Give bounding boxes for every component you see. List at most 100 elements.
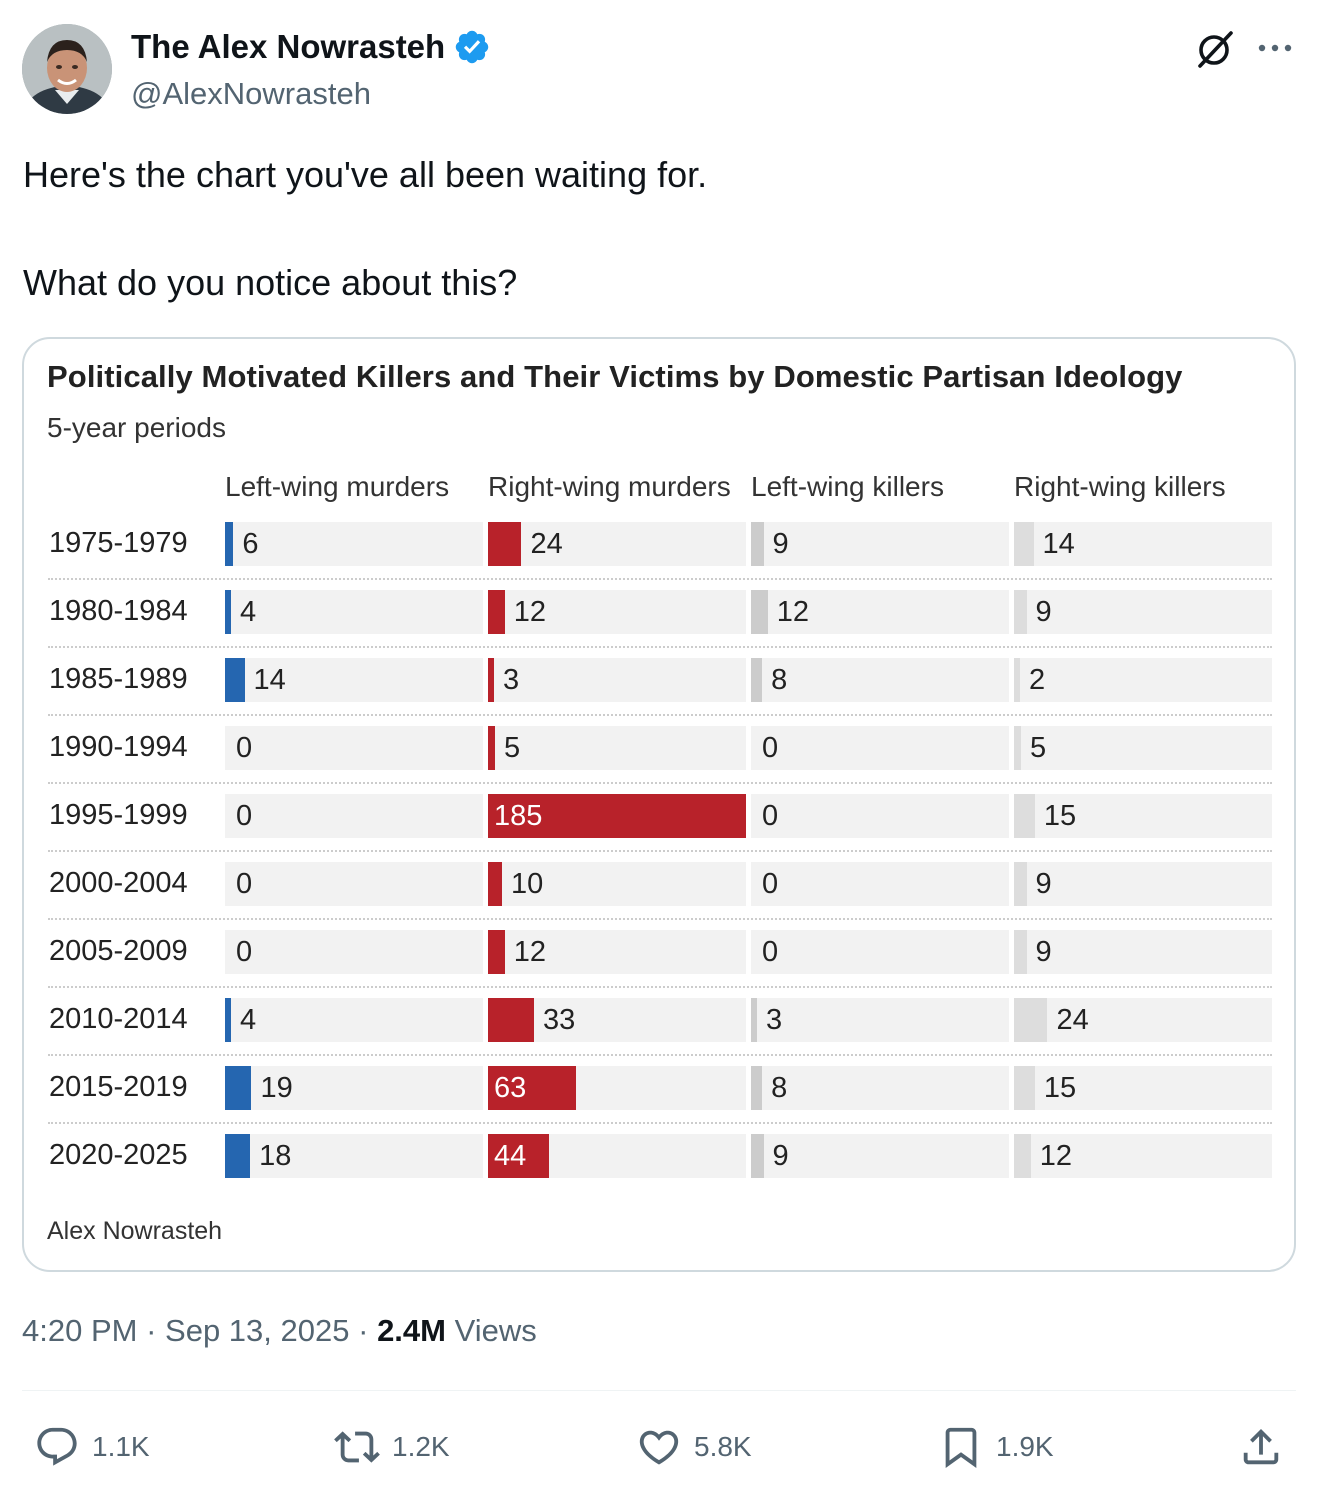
data-label: 0 xyxy=(236,936,253,968)
data-label: 185 xyxy=(494,800,543,832)
bar-right-wing-murders-2010-2014 xyxy=(488,998,535,1042)
data-label: 9 xyxy=(1035,936,1052,968)
cell-background xyxy=(751,794,1009,838)
data-label: 6 xyxy=(242,528,259,560)
cell-background xyxy=(225,1066,483,1110)
bar-left-wing-murders-2010-2014 xyxy=(225,998,231,1042)
cell-background xyxy=(1014,658,1272,702)
data-label: 9 xyxy=(1035,596,1052,628)
row-label-1990-1994: 1990-1994 xyxy=(49,731,188,763)
column-header-2: Left-wing killers xyxy=(751,471,944,502)
views-label: Views xyxy=(454,1313,537,1348)
repost-icon xyxy=(334,1431,380,1463)
bar-left-wing-killers-2010-2014 xyxy=(751,998,757,1042)
cell-background xyxy=(488,658,746,702)
row-divider xyxy=(48,578,1272,580)
column-header-3: Right-wing killers xyxy=(1014,471,1226,502)
grok-icon[interactable] xyxy=(1194,28,1236,70)
bar-right-wing-murders-1995-1999 xyxy=(488,794,746,838)
share-button[interactable] xyxy=(1238,1422,1284,1472)
row-divider xyxy=(48,850,1272,852)
meta-dot: · xyxy=(358,1313,369,1348)
cell-background xyxy=(225,726,483,770)
author-name-text[interactable]: The Alex Nowrasteh xyxy=(131,28,446,65)
bar-right-wing-murders-2020-2025 xyxy=(488,1134,550,1178)
bar-left-wing-killers-1985-1989 xyxy=(751,658,763,702)
data-label: 12 xyxy=(776,596,809,628)
row-divider xyxy=(48,986,1272,988)
repost-count: 1.2K xyxy=(392,1431,450,1462)
cell-background xyxy=(1014,1134,1272,1178)
data-label: 10 xyxy=(510,868,544,900)
bar-right-wing-killers-1985-1989 xyxy=(1014,658,1020,702)
views-count: 2.4M xyxy=(377,1313,446,1348)
bar-left-wing-murders-1975-1979 xyxy=(225,522,234,566)
data-label: 19 xyxy=(260,1072,293,1104)
row-divider xyxy=(48,918,1272,920)
data-label: 0 xyxy=(236,732,253,764)
cell-background xyxy=(751,590,1009,634)
cell-background xyxy=(1014,930,1272,974)
bar-right-wing-murders-2000-2004 xyxy=(488,862,502,906)
cell-background xyxy=(751,862,1009,906)
data-label: 12 xyxy=(513,596,546,628)
data-label: 12 xyxy=(513,936,546,968)
row-divider xyxy=(48,1122,1272,1124)
author-handle[interactable]: @AlexNowrasteh xyxy=(131,76,371,111)
bar-right-wing-murders-1975-1979 xyxy=(488,522,522,566)
cell-background xyxy=(751,930,1009,974)
like-button[interactable]: 5.8K xyxy=(636,1422,752,1472)
chart-image[interactable]: Politically Motivated Killers and Their … xyxy=(22,337,1296,1272)
data-label: 18 xyxy=(259,1140,292,1172)
cell-background xyxy=(488,590,746,634)
data-label: 12 xyxy=(1039,1140,1072,1172)
row-label-1980-1984: 1980-1984 xyxy=(49,595,188,627)
data-label: 15 xyxy=(1043,800,1077,832)
tweet-date[interactable]: Sep 13, 2025 xyxy=(165,1313,350,1348)
bar-right-wing-killers-2005-2009 xyxy=(1014,930,1027,974)
verified-icon xyxy=(455,30,489,64)
row-label-1985-1989: 1985-1989 xyxy=(49,663,188,695)
repost-button[interactable]: 1.2K xyxy=(334,1422,450,1472)
row-divider xyxy=(48,714,1272,716)
row-label-2020-2025: 2020-2025 xyxy=(49,1139,188,1171)
row-label-1995-1999: 1995-1999 xyxy=(49,799,188,831)
tweet-time[interactable]: 4:20 PM xyxy=(22,1313,138,1348)
column-header-1: Right-wing murders xyxy=(488,471,731,502)
data-label: 9 xyxy=(772,528,789,560)
tweet-text-line-1: Here's the chart you've all been waiting… xyxy=(23,154,708,195)
bar-right-wing-killers-2010-2014 xyxy=(1014,998,1048,1042)
avatar[interactable] xyxy=(22,24,112,114)
reply-button[interactable]: 1.1K xyxy=(34,1422,150,1472)
cell-background xyxy=(225,930,483,974)
cell-background xyxy=(751,658,1009,702)
more-icon[interactable] xyxy=(1256,34,1294,62)
cell-background xyxy=(1014,522,1272,566)
data-label: 0 xyxy=(762,732,779,764)
bar-left-wing-murders-1985-1989 xyxy=(225,658,245,702)
chart-subtitle: 5-year periods xyxy=(47,412,226,443)
data-label: 44 xyxy=(494,1140,527,1172)
bar-right-wing-murders-1985-1989 xyxy=(488,658,494,702)
cell-background xyxy=(751,726,1009,770)
author-name[interactable]: The Alex Nowrasteh xyxy=(131,28,491,66)
bar-left-wing-murders-2020-2025 xyxy=(225,1134,251,1178)
cell-background xyxy=(751,998,1009,1042)
bar-right-wing-killers-2020-2025 xyxy=(1014,1134,1031,1178)
bookmark-button[interactable]: 1.9K xyxy=(938,1422,1054,1472)
data-label: 4 xyxy=(240,596,257,628)
cell-background xyxy=(1014,1066,1272,1110)
data-label: 9 xyxy=(1035,868,1052,900)
data-label: 14 xyxy=(253,664,286,696)
tweet-timestamp[interactable]: 4:20 PM · Sep 13, 2025 · 2.4M Views xyxy=(22,1313,537,1349)
bookmark-icon xyxy=(945,1427,977,1468)
reply-count: 1.1K xyxy=(92,1431,150,1462)
cell-background xyxy=(488,930,746,974)
bar-right-wing-murders-1990-1994 xyxy=(488,726,495,770)
data-label: 0 xyxy=(762,800,779,832)
bar-right-wing-killers-1975-1979 xyxy=(1014,522,1034,566)
cell-background xyxy=(1014,862,1272,906)
cell-background xyxy=(1014,794,1272,838)
row-label-1975-1979: 1975-1979 xyxy=(49,527,188,559)
bar-right-wing-killers-1980-1984 xyxy=(1014,590,1027,634)
